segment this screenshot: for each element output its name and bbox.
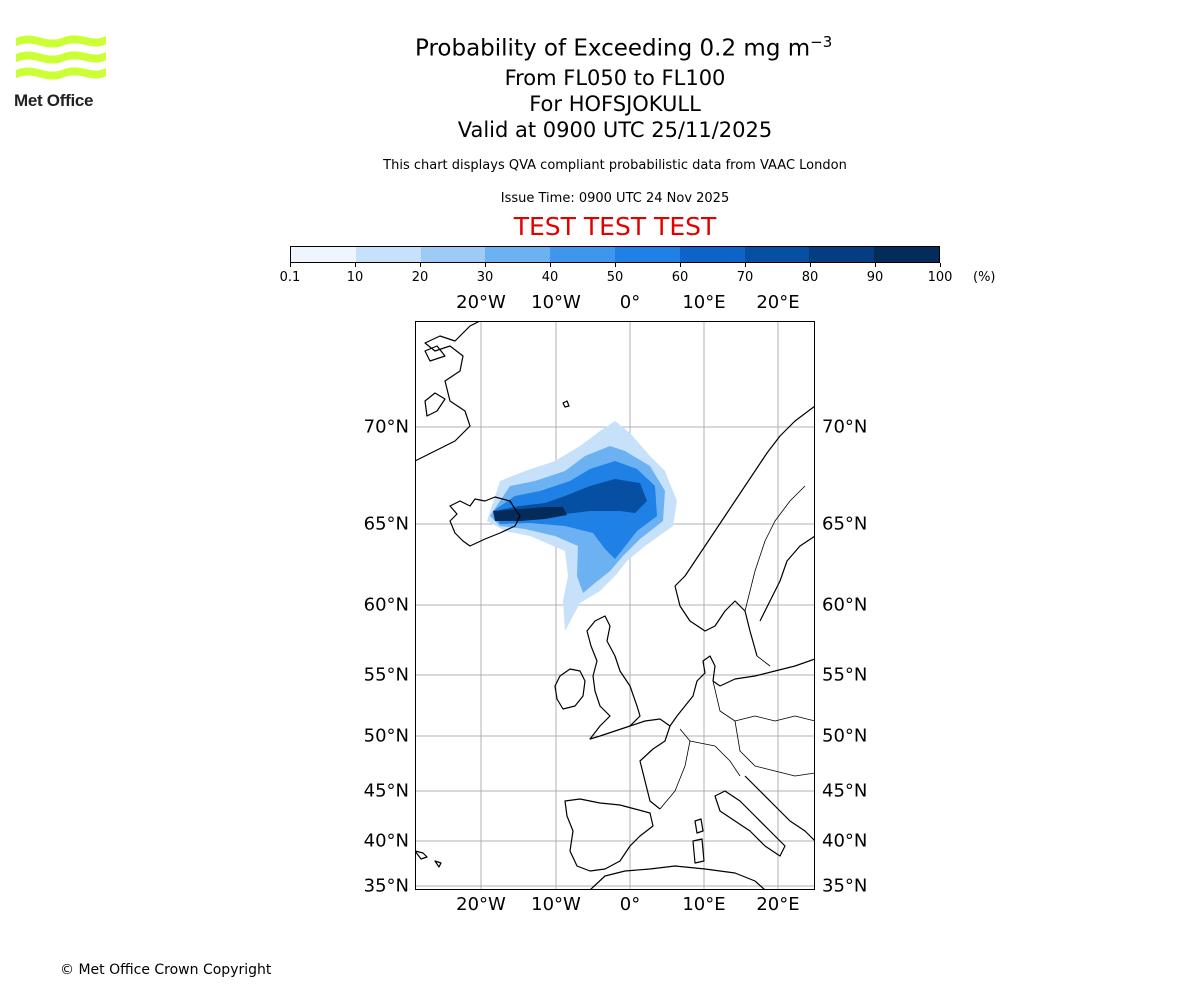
colorbar-segment xyxy=(614,247,680,262)
chart-title-block: Probability of Exceeding 0.2 mg m−3 From… xyxy=(415,26,833,143)
colorbar-tick-mark xyxy=(289,263,291,267)
colorbar-segment xyxy=(420,247,486,262)
met-office-logo: Met Office xyxy=(14,30,109,115)
colorbar-tick-label: 50 xyxy=(606,270,624,285)
colorbar-tick-mark xyxy=(744,263,746,267)
colorbar-tick-label: 90 xyxy=(866,270,884,285)
colorbar-tick-mark xyxy=(484,263,486,267)
colorbar-tick-label: 30 xyxy=(476,270,494,285)
colorbar-tick-mark xyxy=(874,263,876,267)
valid-time: Valid at 0900 UTC 25/11/2025 xyxy=(457,117,773,142)
issue-time: Issue Time: 0900 UTC 24 Nov 2025 xyxy=(500,191,730,206)
map-frame xyxy=(415,321,815,890)
copyright-text: © Met Office Crown Copyright xyxy=(60,962,272,978)
longitude-label-top: 10°W xyxy=(531,292,581,313)
volcano-location: For HOFSJOKULL xyxy=(529,91,701,116)
colorbar-tick-label: 0.1 xyxy=(279,270,301,285)
longitude-label-bottom: 10°E xyxy=(682,894,726,915)
test-banner: TEST TEST TEST xyxy=(513,212,717,241)
colorbar-tick-label: 20 xyxy=(411,270,429,285)
colorbar-segment xyxy=(809,247,875,262)
latitude-label-left: 55°N xyxy=(363,664,409,686)
colorbar-segment xyxy=(874,247,939,262)
colorbar-tick-mark xyxy=(549,263,551,267)
longitude-label-top: 20°W xyxy=(456,292,506,313)
colorbar-tick-label: 70 xyxy=(736,270,754,285)
colorbar-segment xyxy=(679,247,745,262)
wave-logo-icon xyxy=(16,35,106,80)
latitude-label-right: 50°N xyxy=(822,725,868,747)
ash-plume xyxy=(487,421,677,631)
colorbar-segment xyxy=(291,247,356,262)
latitude-label-right: 35°N xyxy=(822,875,868,897)
colorbar-tick-label: 60 xyxy=(671,270,689,285)
colorbar xyxy=(290,246,940,263)
plume-level-90 xyxy=(493,507,567,521)
latitude-label-left: 65°N xyxy=(363,513,409,535)
colorbar-unit: (%) xyxy=(973,270,996,285)
latitude-label-right: 65°N xyxy=(822,513,868,535)
latitude-label-left: 35°N xyxy=(363,875,409,897)
colorbar-tick-mark xyxy=(809,263,811,267)
longitude-label-bottom: 20°E xyxy=(756,894,800,915)
colorbar-tick-mark xyxy=(679,263,681,267)
flight-levels: From FL050 to FL100 xyxy=(504,65,726,90)
latitude-label-right: 60°N xyxy=(822,594,868,616)
latitude-label-left: 60°N xyxy=(363,594,409,616)
longitude-label-bottom: 0° xyxy=(619,894,641,915)
colorbar-segment xyxy=(550,247,615,262)
longitude-label-top: 0° xyxy=(619,292,641,313)
colorbar-segment xyxy=(485,247,551,262)
latitude-label-right: 40°N xyxy=(822,830,868,852)
latitude-label-left: 50°N xyxy=(363,725,409,747)
logo-text: Met Office xyxy=(14,91,94,110)
graticule xyxy=(415,321,815,890)
colorbar-tick-label: 40 xyxy=(541,270,559,285)
colorbar-tick-mark xyxy=(419,263,421,267)
colorbar-tick-mark xyxy=(354,263,356,267)
longitude-label-top: 20°E xyxy=(756,292,800,313)
chart-title: Probability of Exceeding 0.2 mg m−3 xyxy=(415,33,833,62)
latitude-label-left: 45°N xyxy=(363,780,409,802)
colorbar-tick-label: 10 xyxy=(346,270,364,285)
colorbar-segment xyxy=(355,247,421,262)
latitude-label-right: 70°N xyxy=(822,416,868,438)
colorbar-tick-mark xyxy=(939,263,941,267)
longitude-label-bottom: 10°W xyxy=(531,894,581,915)
latitude-label-left: 70°N xyxy=(363,416,409,438)
longitude-label-top: 10°E xyxy=(682,292,726,313)
longitude-label-bottom: 20°W xyxy=(456,894,506,915)
colorbar-tick-mark xyxy=(614,263,616,267)
map-svg xyxy=(415,321,815,890)
disclaimer-text: This chart displays QVA compliant probab… xyxy=(383,158,847,173)
colorbar-tick-label: 100 xyxy=(927,270,953,285)
colorbar-segment xyxy=(744,247,810,262)
colorbar-tick-label: 80 xyxy=(801,270,819,285)
map-panel xyxy=(415,321,815,890)
latitude-label-right: 45°N xyxy=(822,780,868,802)
latitude-label-left: 40°N xyxy=(363,830,409,852)
latitude-label-right: 55°N xyxy=(822,664,868,686)
coastlines xyxy=(415,321,815,890)
